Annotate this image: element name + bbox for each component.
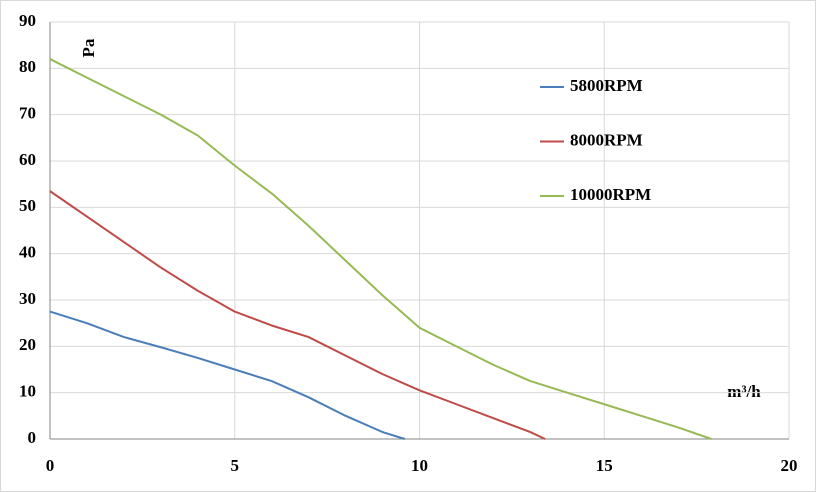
y-tick-label: 20 <box>19 335 36 354</box>
x-tick-label: 0 <box>46 456 55 475</box>
x-tick-label: 20 <box>781 456 798 475</box>
y-tick-label: 10 <box>19 382 36 401</box>
y-tick-label: 80 <box>19 57 36 76</box>
legend-label: 10000RPM <box>570 185 651 204</box>
series-line <box>49 310 406 440</box>
legend-label: 8000RPM <box>570 130 643 149</box>
y-tick-label: 50 <box>19 196 36 215</box>
y-tick-label: 90 <box>19 11 36 30</box>
series-line <box>49 190 546 440</box>
series-line <box>49 58 712 440</box>
legend-label: 5800RPM <box>570 76 643 95</box>
y-axis-label: Pa <box>79 38 98 57</box>
x-tick-label: 15 <box>596 456 613 475</box>
x-tick-label: 10 <box>411 456 428 475</box>
y-tick-label: 70 <box>19 104 36 123</box>
y-tick-label: 40 <box>19 243 36 262</box>
y-tick-label: 30 <box>19 289 36 308</box>
y-tick-label: 0 <box>28 428 37 447</box>
y-tick-label: 60 <box>19 150 36 169</box>
x-tick-label: 5 <box>231 456 240 475</box>
x-axis-label: m³/h <box>727 382 761 401</box>
